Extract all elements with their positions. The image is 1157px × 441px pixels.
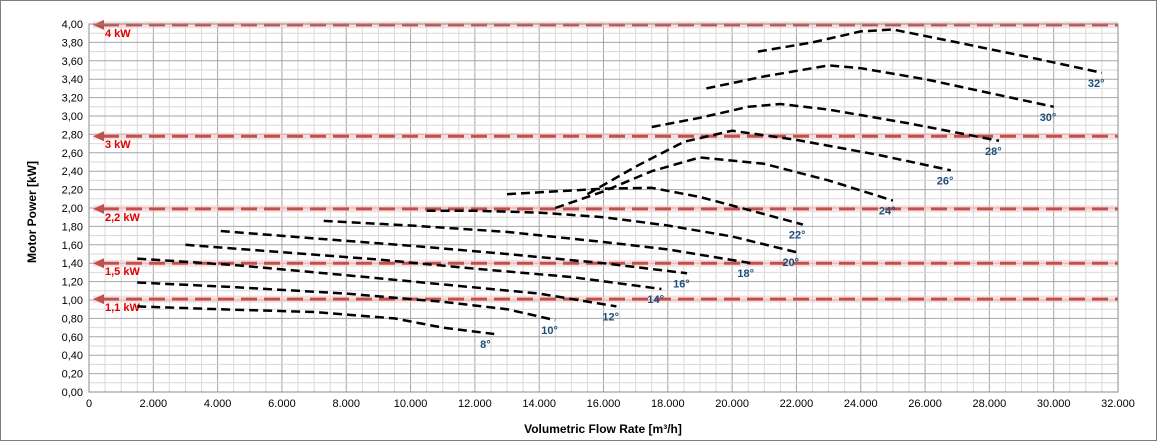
y-tick-label: 0,20 bbox=[62, 369, 83, 381]
y-axis-title: Motor Power [kW] bbox=[25, 161, 39, 263]
series-label: 12° bbox=[602, 311, 619, 323]
y-tick-label: 0,40 bbox=[62, 350, 83, 362]
series-label: 24° bbox=[879, 206, 896, 218]
y-tick-label: 0,00 bbox=[62, 387, 83, 399]
series-line-12deg bbox=[137, 257, 617, 308]
motor-power-label: 3 kW bbox=[105, 139, 131, 151]
motor-line-arrow bbox=[93, 203, 104, 214]
series-line-32deg bbox=[757, 28, 1103, 75]
y-tick-label: 2,00 bbox=[62, 203, 83, 215]
series-line-28deg bbox=[651, 102, 1000, 143]
y-tick-label: 0,60 bbox=[62, 332, 83, 344]
x-tick-label: 24.000 bbox=[844, 398, 878, 410]
series-line-8deg bbox=[137, 305, 495, 336]
y-tick-label: 1,00 bbox=[62, 295, 83, 307]
series-line-30deg bbox=[706, 64, 1054, 109]
motor-line-arrow bbox=[93, 19, 104, 30]
y-tick-label: 4,00 bbox=[62, 19, 83, 31]
x-tick-label: 20.000 bbox=[715, 398, 749, 410]
series-curves: 8° 10° 12° 14° 16° 18° 20° 22° 24° 26° 28° 30° 32° bbox=[137, 28, 1105, 351]
x-tick-label: 4.000 bbox=[204, 398, 232, 410]
x-tick-label: 26.000 bbox=[908, 398, 942, 410]
series-line-24deg bbox=[554, 156, 894, 210]
series-line-20deg bbox=[426, 209, 797, 254]
series-line-22deg bbox=[506, 186, 804, 226]
motor-power-label: 1,5 kW bbox=[105, 266, 140, 278]
y-tick-label: 1,80 bbox=[62, 221, 83, 233]
x-axis-title: Volumetric Flow Rate [m³/h] bbox=[524, 422, 682, 436]
series-label: 16° bbox=[673, 278, 690, 290]
y-tick-label: 3,80 bbox=[62, 37, 83, 49]
y-tick-label: 2,80 bbox=[62, 129, 83, 141]
y-tick-label: 3,60 bbox=[62, 56, 83, 68]
motor-power-label: 2,2 kW bbox=[105, 212, 140, 224]
series-label: 22° bbox=[789, 230, 806, 242]
y-tick-label: 1,40 bbox=[62, 258, 83, 270]
x-tick-label: 6.000 bbox=[268, 398, 296, 410]
x-tick-label: 30.000 bbox=[1037, 398, 1071, 410]
x-tick-label: 10.000 bbox=[394, 398, 428, 410]
series-label: 28° bbox=[985, 146, 1002, 158]
y-tick-label: 1,20 bbox=[62, 277, 83, 289]
series-label: 18° bbox=[737, 268, 754, 280]
x-tick-label: 32.000 bbox=[1101, 398, 1135, 410]
series-label: 20° bbox=[782, 257, 799, 269]
y-tick-label: 3,00 bbox=[62, 111, 83, 123]
axes: 0 2.000 4.000 6.000 8.000 10.000 12.000 14.000 1… bbox=[62, 19, 1135, 410]
series-line-16deg bbox=[220, 229, 688, 275]
motor-power-label: 4 kW bbox=[105, 28, 131, 40]
x-tick-label: 22.000 bbox=[780, 398, 814, 410]
x-tick-label: 0 bbox=[86, 398, 92, 410]
motor-line-arrow bbox=[93, 131, 104, 142]
series-label: 26° bbox=[937, 175, 954, 187]
x-tick-label: 8.000 bbox=[332, 398, 360, 410]
motor-line-arrow bbox=[93, 294, 104, 305]
motor-line-arrow bbox=[93, 258, 104, 269]
y-tick-label: 2,40 bbox=[62, 166, 83, 178]
plot-area-frame bbox=[88, 23, 1119, 393]
series-line-14deg bbox=[185, 243, 662, 291]
x-tick-label: 28.000 bbox=[973, 398, 1007, 410]
series-label: 8° bbox=[480, 339, 491, 351]
series-label: 14° bbox=[647, 294, 664, 306]
y-tick-label: 1,60 bbox=[62, 240, 83, 252]
series-line-18deg bbox=[323, 219, 752, 265]
series-line-10deg bbox=[137, 281, 556, 322]
series-label: 10° bbox=[541, 325, 558, 337]
y-tick-label: 2,60 bbox=[62, 148, 83, 160]
series-line-26deg bbox=[586, 129, 952, 196]
x-tick-label: 2.000 bbox=[140, 398, 168, 410]
x-tick-label: 12.000 bbox=[458, 398, 492, 410]
motor-power-label: 1,1 kW bbox=[105, 302, 140, 314]
y-tick-label: 3,20 bbox=[62, 93, 83, 105]
y-tick-label: 3,40 bbox=[62, 74, 83, 86]
x-tick-label: 14.000 bbox=[522, 398, 556, 410]
x-tick-label: 18.000 bbox=[651, 398, 685, 410]
y-tick-label: 2,20 bbox=[62, 185, 83, 197]
x-tick-label: 16.000 bbox=[587, 398, 621, 410]
motor-power-lines: 4 kW 3 kW 2,2 kW 1,5 kW 1,1 kW bbox=[93, 19, 1118, 314]
y-tick-label: 0,80 bbox=[62, 313, 83, 325]
series-label: 30° bbox=[1040, 112, 1057, 124]
series-label: 32° bbox=[1088, 78, 1105, 90]
